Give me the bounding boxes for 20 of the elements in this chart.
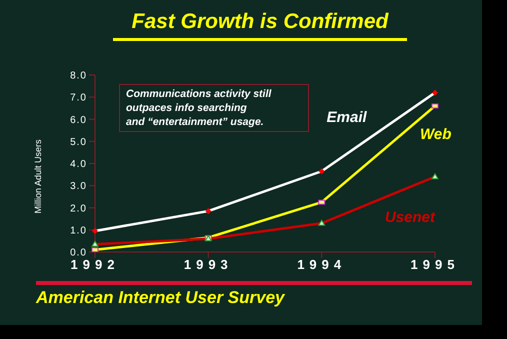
y-tick-label: 4.0 xyxy=(70,159,87,170)
series-label: Usenet xyxy=(385,208,436,226)
x-tick-label: 1992 xyxy=(70,257,120,272)
series-label: Email xyxy=(326,109,367,126)
x-tick-label: 1993 xyxy=(184,257,233,272)
x-tick-label: 1995 xyxy=(410,257,460,272)
chart-title: Fast Growth is Confirmed xyxy=(113,10,407,41)
y-axis-title: Million Adult Users xyxy=(33,138,44,214)
y-tick-label: 7.0 xyxy=(70,92,87,104)
y-tick-label: 2.0 xyxy=(70,203,87,214)
series-label: Web xyxy=(420,126,452,143)
annotation: Communications activity still outpaces info searching and “entertainment” usage. xyxy=(119,84,309,132)
y-tick-label: 8.0 xyxy=(70,70,87,82)
y-tick-label: 6.0 xyxy=(70,114,87,126)
text: American Internet User Survey xyxy=(36,288,284,308)
y-tick-label: 0.0 xyxy=(70,248,87,259)
y-tick-label: 5.0 xyxy=(70,136,87,148)
y-tick-label: 3.0 xyxy=(70,181,87,192)
y-tick-label: 1.0 xyxy=(70,225,87,236)
x-tick-label: 1994 xyxy=(297,257,346,272)
